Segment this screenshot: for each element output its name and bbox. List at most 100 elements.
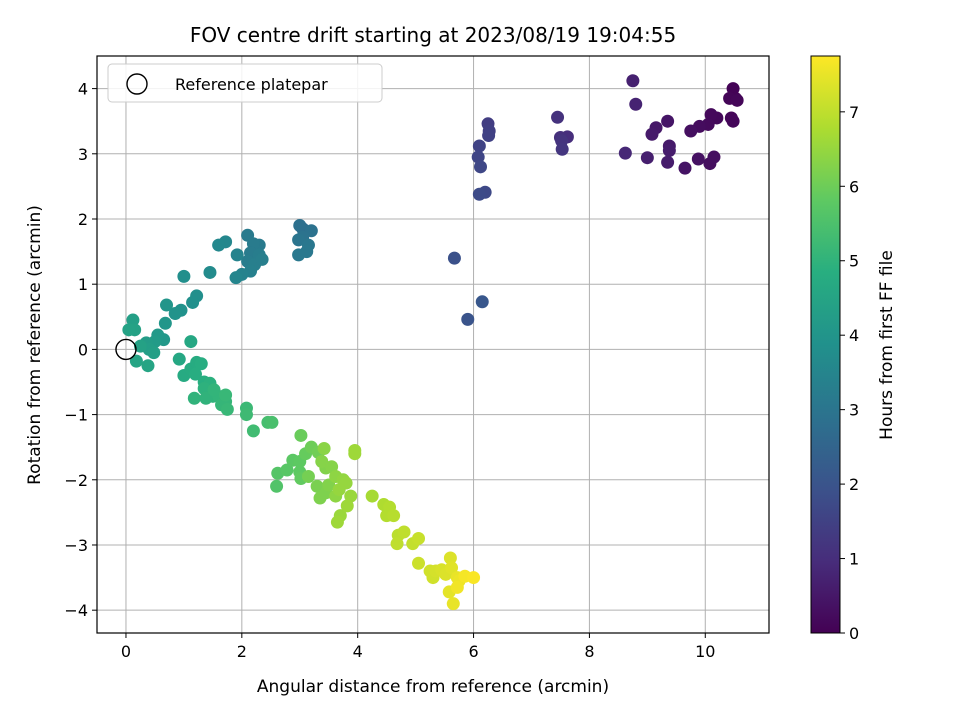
data-point xyxy=(219,388,233,402)
data-point xyxy=(230,248,244,262)
colorbar-tick-label: 5 xyxy=(849,252,859,271)
chart-title: FOV centre drift starting at 2023/08/19 … xyxy=(190,23,676,47)
data-point xyxy=(461,312,475,326)
legend-marker-icon xyxy=(126,73,148,95)
colorbar-tick-label: 3 xyxy=(849,401,859,420)
data-point xyxy=(412,556,426,570)
data-point xyxy=(147,346,161,360)
data-point xyxy=(707,150,721,164)
data-point xyxy=(141,359,155,373)
legend: Reference platepar xyxy=(107,63,383,103)
data-point xyxy=(344,489,358,503)
y-axis-ticks: −4 −3 −2 −1 0 1 2 3 4 xyxy=(64,80,97,620)
y-tick-label: −1 xyxy=(64,406,88,425)
data-point xyxy=(220,402,234,416)
colorbar-tick-label: 6 xyxy=(849,177,859,196)
colorbar-tick-label: 4 xyxy=(849,326,859,345)
data-point xyxy=(704,108,718,122)
y-tick-label: −3 xyxy=(64,536,88,555)
data-point xyxy=(626,74,640,88)
data-point xyxy=(292,248,306,262)
x-tick-label: 8 xyxy=(584,642,594,661)
plot-frame xyxy=(96,55,770,634)
data-point xyxy=(445,561,459,575)
colorbar-tick-label: 2 xyxy=(849,475,859,494)
data-point xyxy=(188,367,202,381)
grid-lines xyxy=(97,56,769,633)
data-point xyxy=(203,265,217,279)
data-point xyxy=(129,354,143,368)
reference-marker-layer xyxy=(115,338,137,361)
data-point xyxy=(292,233,306,247)
y-tick-label: −2 xyxy=(64,471,88,490)
x-tick-label: 6 xyxy=(468,642,478,661)
data-point xyxy=(412,531,426,545)
data-points xyxy=(122,74,744,611)
data-point xyxy=(730,93,744,107)
legend-label: Reference platepar xyxy=(175,75,328,94)
data-point xyxy=(330,515,344,529)
data-point xyxy=(255,252,269,266)
colorbar-tick-label: 0 xyxy=(849,624,859,643)
x-axis-label: Angular distance from reference (arcmin) xyxy=(257,677,609,697)
y-tick-label: −4 xyxy=(64,601,88,620)
colorbar-tick-label: 7 xyxy=(849,103,859,122)
data-point xyxy=(472,139,486,153)
data-point xyxy=(640,151,654,165)
legend-box xyxy=(107,63,383,103)
data-point xyxy=(172,352,186,366)
data-point xyxy=(726,114,740,128)
colorbar-label: Hours from first FF file xyxy=(877,250,897,440)
data-point xyxy=(280,463,294,477)
data-point xyxy=(726,82,740,96)
data-point xyxy=(133,339,147,353)
x-tick-label: 2 xyxy=(237,642,247,661)
y-tick-label: 2 xyxy=(78,210,88,229)
data-point xyxy=(348,447,362,461)
data-point xyxy=(443,551,457,565)
data-point xyxy=(684,124,698,138)
data-point xyxy=(199,391,213,405)
data-point xyxy=(293,219,307,233)
data-point xyxy=(186,295,200,309)
data-point xyxy=(482,129,496,143)
data-point xyxy=(691,152,705,166)
x-axis-ticks: 0 2 4 6 8 10 xyxy=(121,633,715,661)
data-point xyxy=(317,441,331,455)
data-point xyxy=(475,295,489,309)
data-point xyxy=(471,150,485,164)
reference-platepar-marker xyxy=(115,338,137,361)
data-point xyxy=(390,537,404,551)
x-tick-label: 4 xyxy=(353,642,363,661)
data-point xyxy=(446,597,460,611)
x-tick-label: 10 xyxy=(695,642,715,661)
data-point xyxy=(325,460,339,474)
data-point xyxy=(332,483,346,497)
data-point xyxy=(555,142,569,156)
data-point xyxy=(662,144,676,158)
data-point xyxy=(187,391,201,405)
data-point xyxy=(184,335,198,349)
colorbar-tick-label: 1 xyxy=(849,550,859,569)
y-tick-label: 4 xyxy=(78,80,88,99)
data-point xyxy=(340,499,354,513)
data-point xyxy=(270,479,284,493)
data-point xyxy=(265,415,279,429)
data-point xyxy=(207,383,221,397)
data-point xyxy=(158,316,172,330)
data-point xyxy=(678,161,692,175)
data-point xyxy=(122,323,136,337)
data-point xyxy=(618,146,632,160)
colorbar-ticks: 0 1 2 3 4 5 6 7 xyxy=(840,103,859,643)
data-point xyxy=(450,580,464,594)
data-point xyxy=(397,525,411,539)
data-point xyxy=(194,357,208,371)
y-tick-label: 0 xyxy=(78,340,88,359)
data-point xyxy=(551,110,565,124)
data-point xyxy=(645,127,659,141)
data-point xyxy=(661,114,675,128)
y-tick-label: 1 xyxy=(78,275,88,294)
data-point xyxy=(177,269,191,283)
data-point xyxy=(212,238,226,252)
